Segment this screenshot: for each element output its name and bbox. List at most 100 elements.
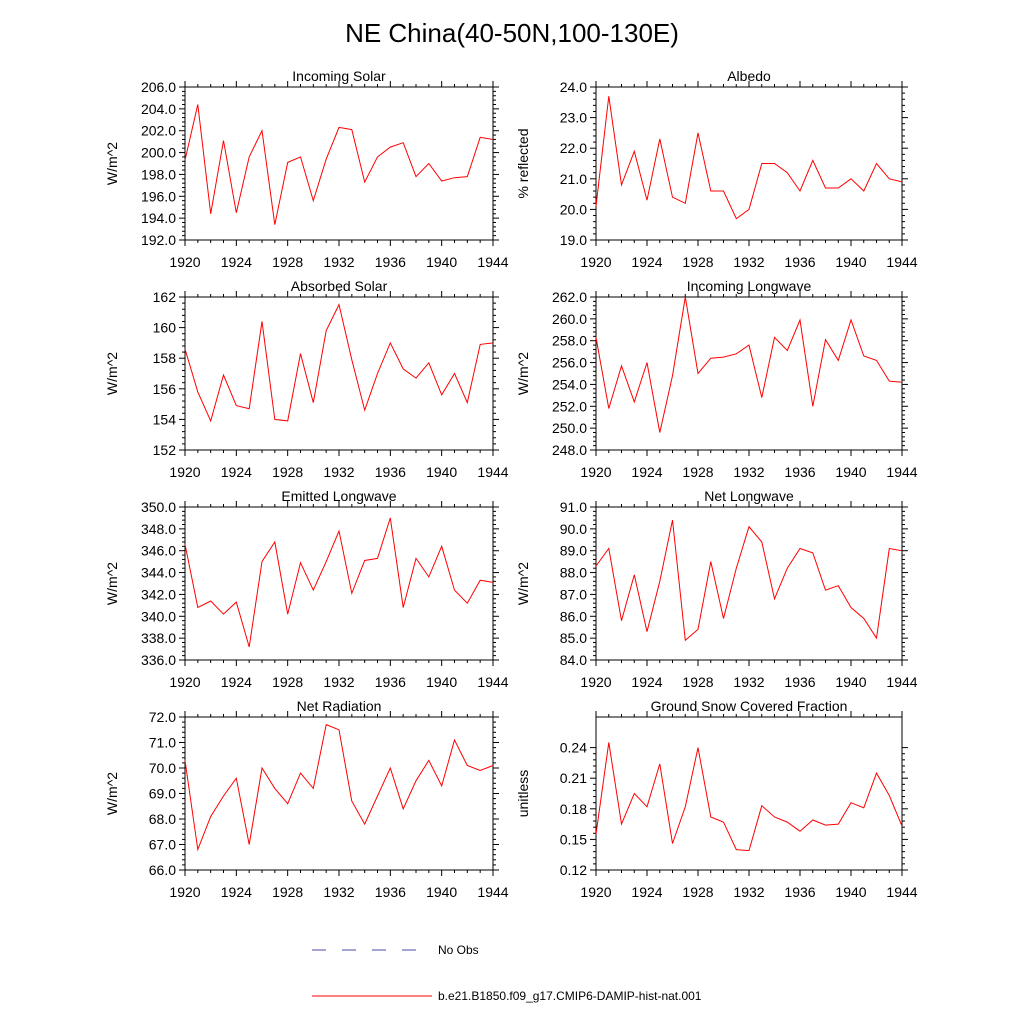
y-tick-label: 0.12 — [560, 862, 587, 878]
x-tick-label: 1944 — [477, 254, 508, 270]
y-tick-label: 196.0 — [141, 188, 176, 204]
plot-frame — [595, 296, 903, 451]
x-tick-label: 1932 — [323, 254, 354, 270]
y-tick-label: 350.0 — [141, 499, 176, 515]
plot-frame — [595, 86, 903, 241]
panel-emitted-longwave: Emitted Longwave W/m^2 336.0 338.0 340.0 342.… — [104, 488, 509, 690]
panel-albedo: Albedo % reflected 19.0 20.0 21.0 22.0 23.0 24.… — [515, 68, 918, 270]
x-tick-label: 1924 — [221, 254, 252, 270]
y-tick-label: 336.0 — [141, 652, 176, 668]
legend: No Obs b.e21.B1850.f09_g17.CMIP6-DAMIP-h… — [312, 943, 702, 1003]
x-tick-label: 1928 — [682, 464, 713, 480]
panel-title: Albedo — [727, 68, 771, 84]
y-tick-label: 156 — [153, 381, 177, 397]
x-tick-label: 1944 — [886, 254, 917, 270]
series-line — [184, 303, 494, 423]
y-tick-label: 24.0 — [560, 79, 587, 95]
y-tick-label: 192.0 — [141, 232, 176, 248]
x-tick-label: 1920 — [169, 884, 200, 900]
plot-frame — [595, 716, 903, 871]
y-axis-label: W/m^2 — [104, 352, 120, 395]
y-tick-label: 342.0 — [141, 586, 176, 602]
series-line — [184, 517, 494, 648]
x-tick-label: 1928 — [682, 674, 713, 690]
x-tick-label: 1940 — [835, 884, 866, 900]
y-axis-label: W/m^2 — [104, 562, 120, 605]
x-tick-label: 1924 — [631, 884, 662, 900]
y-tick-label: 90.0 — [560, 521, 587, 537]
x-tick-label: 1936 — [784, 884, 815, 900]
y-tick-label: 87.0 — [560, 586, 587, 602]
plot-frame — [184, 716, 494, 871]
series-line — [595, 96, 903, 220]
y-tick-label: 152 — [153, 442, 177, 458]
y-tick-label: 66.0 — [149, 862, 176, 878]
y-tick-label: 340.0 — [141, 608, 176, 624]
x-tick-label: 1924 — [221, 674, 252, 690]
x-tick-label: 1928 — [272, 464, 303, 480]
x-tick-label: 1936 — [375, 674, 406, 690]
x-tick-label: 1944 — [886, 884, 917, 900]
series-line — [595, 519, 903, 642]
x-tick-label: 1936 — [784, 254, 815, 270]
x-tick-label: 1936 — [784, 674, 815, 690]
series-line — [184, 104, 494, 225]
x-tick-label: 1932 — [323, 884, 354, 900]
panel-title: Incoming Solar — [292, 68, 386, 84]
x-tick-label: 1940 — [426, 464, 457, 480]
x-tick-label: 1928 — [682, 884, 713, 900]
y-tick-label: 206.0 — [141, 79, 176, 95]
y-axis-label: unitless — [515, 770, 531, 817]
panels-container: Incoming Solar W/m^2 192.0 194.0 196.0 198.0 2… — [104, 68, 918, 900]
y-tick-label: 198.0 — [141, 166, 176, 182]
y-tick-label: 194.0 — [141, 210, 176, 226]
x-tick-label: 1940 — [835, 674, 866, 690]
panel-net-longwave: Net Longwave W/m^2 84.0 85.0 86.0 87.0 88.0 89.… — [515, 488, 918, 690]
y-axis-label: W/m^2 — [515, 562, 531, 605]
panel-title: Net Radiation — [297, 698, 382, 714]
y-tick-label: 23.0 — [560, 110, 587, 126]
y-tick-label: 0.24 — [560, 740, 587, 756]
y-tick-label: 72.0 — [149, 709, 176, 725]
series-line — [595, 742, 903, 852]
x-tick-label: 1920 — [169, 674, 200, 690]
y-tick-label: 252.0 — [552, 398, 587, 414]
panel-title: Absorbed Solar — [291, 278, 388, 294]
y-tick-label: 19.0 — [560, 232, 587, 248]
x-tick-label: 1932 — [733, 464, 764, 480]
y-tick-label: 88.0 — [560, 565, 587, 581]
x-tick-label: 1924 — [631, 674, 662, 690]
x-tick-label: 1920 — [169, 464, 200, 480]
x-tick-label: 1932 — [733, 884, 764, 900]
x-tick-label: 1944 — [886, 464, 917, 480]
x-tick-label: 1920 — [580, 884, 611, 900]
x-tick-label: 1920 — [580, 254, 611, 270]
y-tick-label: 71.0 — [149, 735, 176, 751]
y-tick-label: 348.0 — [141, 521, 176, 537]
x-tick-label: 1940 — [426, 674, 457, 690]
panel-incoming-longwave: Incoming Longwave W/m^2 248.0 250.0 252.0 254… — [515, 278, 918, 480]
y-tick-label: 69.0 — [149, 786, 176, 802]
x-tick-label: 1924 — [221, 464, 252, 480]
x-tick-label: 1944 — [477, 464, 508, 480]
panel-title: Incoming Longwave — [687, 278, 812, 294]
y-tick-label: 154 — [153, 411, 177, 427]
panel-absorbed-solar: Absorbed Solar W/m^2 152 154 156 158 160 162 192… — [104, 278, 509, 480]
y-tick-label: 0.15 — [560, 831, 587, 847]
x-tick-label: 1940 — [835, 464, 866, 480]
x-tick-label: 1936 — [375, 884, 406, 900]
y-tick-label: 68.0 — [149, 811, 176, 827]
y-tick-label: 20.0 — [560, 201, 587, 217]
y-tick-label: 250.0 — [552, 420, 587, 436]
series-line — [184, 723, 494, 852]
panel-incoming-solar: Incoming Solar W/m^2 192.0 194.0 196.0 198.0 2… — [104, 68, 509, 270]
x-tick-label: 1920 — [169, 254, 200, 270]
x-tick-label: 1920 — [580, 464, 611, 480]
x-tick-label: 1928 — [272, 884, 303, 900]
panel-title: Emitted Longwave — [281, 488, 396, 504]
plot-frame — [184, 296, 494, 451]
x-tick-label: 1924 — [631, 464, 662, 480]
x-tick-label: 1928 — [272, 674, 303, 690]
x-tick-label: 1928 — [272, 254, 303, 270]
